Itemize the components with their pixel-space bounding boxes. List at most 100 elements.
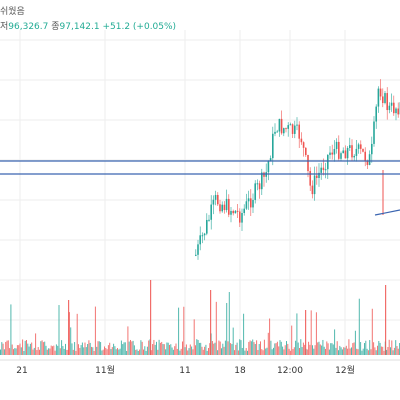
volume-bar bbox=[145, 350, 147, 355]
volume-bar bbox=[163, 344, 165, 355]
candle-body bbox=[371, 143, 373, 155]
legend-change: +51.2 (+0.05%) bbox=[102, 22, 177, 32]
legend-ohlc: 저96,326.7 종97,142.1 +51.2 (+0.05%) bbox=[0, 19, 176, 33]
volume-bar bbox=[262, 350, 264, 355]
volume-bar bbox=[270, 340, 272, 355]
volume-bar bbox=[336, 341, 338, 355]
volume-bar bbox=[153, 339, 155, 355]
candle-body bbox=[344, 150, 347, 159]
volume-bar bbox=[393, 347, 395, 355]
volume-bar bbox=[131, 341, 133, 355]
candle-body bbox=[280, 118, 283, 134]
volume-bar bbox=[76, 313, 78, 355]
candle-body bbox=[195, 254, 197, 256]
volume-bar bbox=[386, 349, 388, 355]
candle-body bbox=[320, 167, 322, 173]
candle-body bbox=[397, 108, 399, 115]
volume-bar bbox=[374, 347, 376, 355]
legend-close-value: 97,142.1 bbox=[59, 22, 100, 32]
volume-bar bbox=[209, 343, 211, 355]
volume-bar bbox=[275, 343, 277, 355]
volume-bar bbox=[185, 344, 187, 355]
candle-body bbox=[355, 148, 358, 156]
volume-bar bbox=[235, 344, 237, 355]
candle-body bbox=[373, 121, 375, 144]
volume-bar bbox=[222, 343, 224, 355]
candle-body bbox=[210, 204, 212, 220]
volume-bar bbox=[46, 349, 48, 355]
candle-body bbox=[285, 128, 287, 130]
volume-bar bbox=[54, 350, 56, 355]
volume-bar bbox=[274, 343, 276, 355]
candle-body bbox=[208, 219, 210, 221]
volume-bar bbox=[335, 347, 337, 355]
volume-bar bbox=[326, 341, 328, 355]
volume-bar bbox=[396, 346, 398, 355]
volume-bar bbox=[224, 340, 226, 355]
volume-bar bbox=[228, 292, 230, 355]
x-axis-tick-label: 12:00 bbox=[277, 366, 303, 376]
volume-bar bbox=[141, 341, 143, 355]
candle-body bbox=[349, 145, 351, 149]
volume-bar bbox=[2, 343, 4, 355]
volume-bar bbox=[334, 329, 336, 355]
candle-body bbox=[375, 106, 377, 122]
volume-bar bbox=[344, 347, 346, 355]
volume-bar bbox=[193, 319, 195, 355]
volume-bar bbox=[341, 349, 343, 355]
volume-bar bbox=[305, 310, 307, 355]
volume-bar bbox=[308, 341, 310, 355]
volume-bar bbox=[314, 345, 316, 355]
volume-bar bbox=[150, 350, 152, 355]
volume-bar bbox=[317, 342, 319, 355]
volume-bar bbox=[327, 343, 329, 355]
volume-bar bbox=[158, 339, 160, 355]
grid-lines bbox=[0, 30, 400, 360]
candle-body bbox=[232, 210, 234, 214]
candle-body bbox=[305, 147, 307, 155]
volume-bar bbox=[345, 345, 347, 355]
drawings[interactable] bbox=[0, 160, 400, 216]
volume-bar bbox=[351, 347, 352, 355]
candle-body bbox=[243, 208, 245, 214]
volume-bar bbox=[208, 348, 209, 355]
volume-bar bbox=[236, 342, 238, 355]
volume-bar bbox=[347, 348, 349, 355]
volume-bar bbox=[302, 342, 304, 355]
volume-bar bbox=[385, 285, 387, 355]
candle-body bbox=[287, 125, 289, 129]
volume-bar bbox=[197, 340, 199, 355]
volume-bar bbox=[101, 350, 103, 355]
volume-bar bbox=[44, 341, 46, 355]
volume-bar bbox=[299, 348, 300, 355]
volume-bar bbox=[226, 302, 228, 355]
volume-bar bbox=[102, 349, 104, 355]
candle-body bbox=[291, 124, 294, 134]
volume-bar bbox=[287, 343, 289, 355]
volume-bar bbox=[137, 350, 139, 355]
volume-bar bbox=[89, 342, 91, 355]
candle-body bbox=[322, 167, 325, 170]
volume-bar bbox=[312, 345, 313, 355]
candle-body bbox=[241, 213, 243, 223]
x-axis-tick-label: 18 bbox=[234, 366, 246, 376]
candle-body bbox=[219, 204, 221, 212]
volume-bar bbox=[154, 344, 156, 355]
volume-bar bbox=[107, 345, 109, 355]
volume-bar bbox=[19, 343, 21, 355]
candle-body bbox=[296, 124, 298, 126]
volume-bar bbox=[74, 342, 76, 355]
volume-bar bbox=[88, 340, 90, 355]
volume-bar bbox=[26, 340, 27, 355]
volume-bar bbox=[279, 340, 281, 355]
volume-bar bbox=[293, 347, 295, 355]
volume-bar bbox=[184, 347, 186, 355]
volume-bar bbox=[356, 348, 358, 355]
volume-bar bbox=[36, 350, 38, 355]
volume-bar bbox=[388, 339, 390, 355]
volume-bar bbox=[338, 350, 339, 355]
candle-body bbox=[289, 124, 292, 126]
volume-bar bbox=[366, 348, 368, 355]
